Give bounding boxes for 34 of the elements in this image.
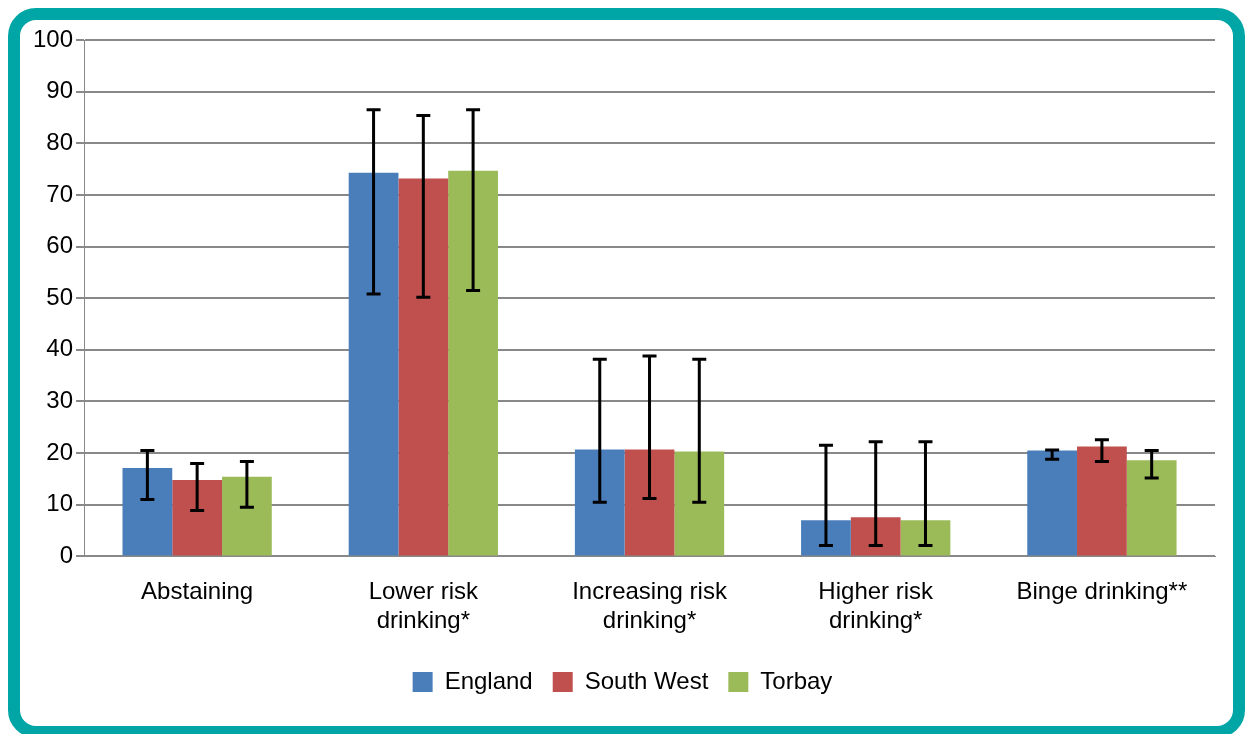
x-tick-label: Increasing risk drinking* [572,577,728,634]
y-tick-label: 90 [46,76,74,104]
bar [172,479,223,556]
bar [1126,460,1177,556]
legend-label: England [444,666,533,694]
legend-label: South West [584,666,709,694]
y-tick-label: 60 [46,231,74,259]
y-tick-label: 80 [46,127,74,155]
bar [122,468,173,556]
bar [624,449,675,556]
bar [1077,446,1127,556]
bar [1027,450,1078,556]
bar [448,170,498,556]
bar [850,517,901,556]
bar [574,449,625,556]
y-tick-label: 10 [46,489,74,517]
legend-label: Torbay [760,666,833,694]
y-tick-label: 0 [59,541,74,569]
x-tick-label: Higher risk drinking* [818,577,935,634]
y-tick-label: 70 [46,179,74,207]
x-tick-label: Lower risk drinking* [368,577,480,634]
bar [398,178,449,556]
y-tick-label: 30 [46,386,74,414]
bar [801,520,851,556]
y-tick-label: 20 [46,437,74,465]
bar [348,172,399,556]
y-tick-label: 50 [46,282,74,310]
y-tick-label: 100 [33,24,74,52]
bar [222,476,272,556]
y-tick-label: 40 [46,334,74,362]
x-tick-label: Binge drinking** [1016,577,1188,605]
x-tick-label: Abstaining [141,577,254,605]
bar [674,451,725,556]
bar [900,520,951,556]
